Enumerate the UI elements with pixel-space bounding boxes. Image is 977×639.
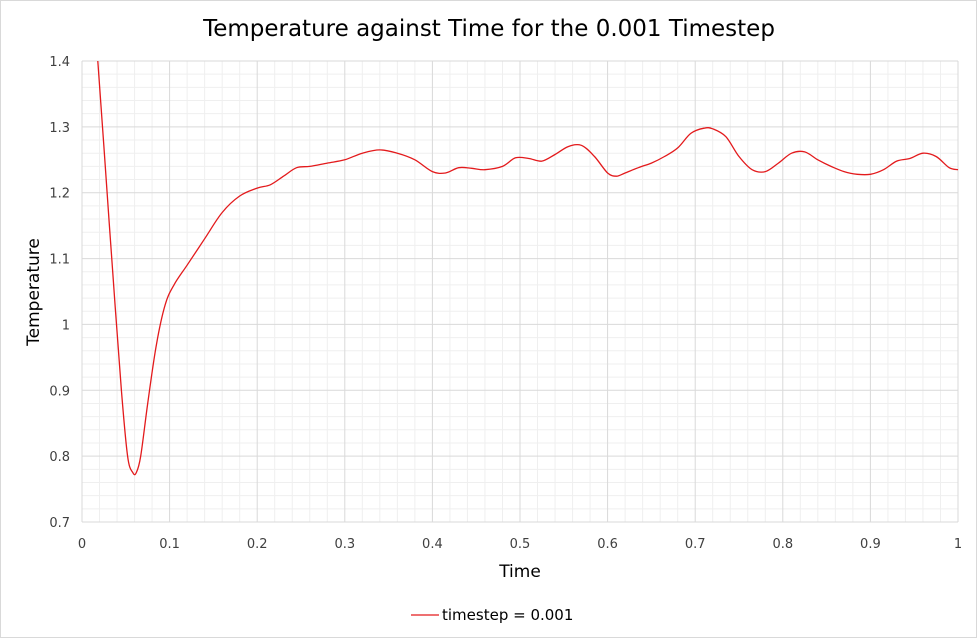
y-axis-tick-labels: 0.7 0.8 0.9 1 1.1 1.2 1.3 1.4 [49,55,70,531]
legend: timestep = 0.001 [411,606,573,624]
y-axis-title: Temperature [24,238,44,347]
y-tick-label: 1 [62,318,70,333]
y-tick-label: 1.4 [49,55,70,70]
y-tick-label: 0.7 [49,516,70,531]
x-tick-label: 0.7 [685,537,706,552]
x-tick-label: 0.9 [860,537,881,552]
legend-label: timestep = 0.001 [442,606,573,624]
major-gridlines [81,60,959,523]
y-tick-label: 0.9 [49,384,70,399]
x-tick-label: 1 [954,537,962,552]
x-tick-label: 0.2 [247,537,268,552]
x-tick-label: 0.8 [772,537,793,552]
x-tick-label: 0.4 [422,537,443,552]
x-tick-label: 0.5 [510,537,531,552]
y-tick-label: 1.2 [49,187,70,202]
x-tick-label: 0.1 [159,537,180,552]
series-lines [97,60,959,476]
x-axis-tick-labels: 0 0.1 0.2 0.3 0.4 0.5 0.6 0.7 0.8 0.9 1 [78,537,962,552]
chart-title: Temperature against Time for the 0.001 T… [202,16,775,42]
series-line [97,60,959,476]
y-tick-label: 1.3 [49,121,70,136]
x-tick-label: 0.6 [597,537,618,552]
x-axis-title: Time [498,562,541,582]
x-tick-label: 0 [78,537,86,552]
y-tick-label: 0.8 [49,450,70,465]
y-tick-label: 1.1 [49,253,70,268]
x-tick-label: 0.3 [334,537,355,552]
